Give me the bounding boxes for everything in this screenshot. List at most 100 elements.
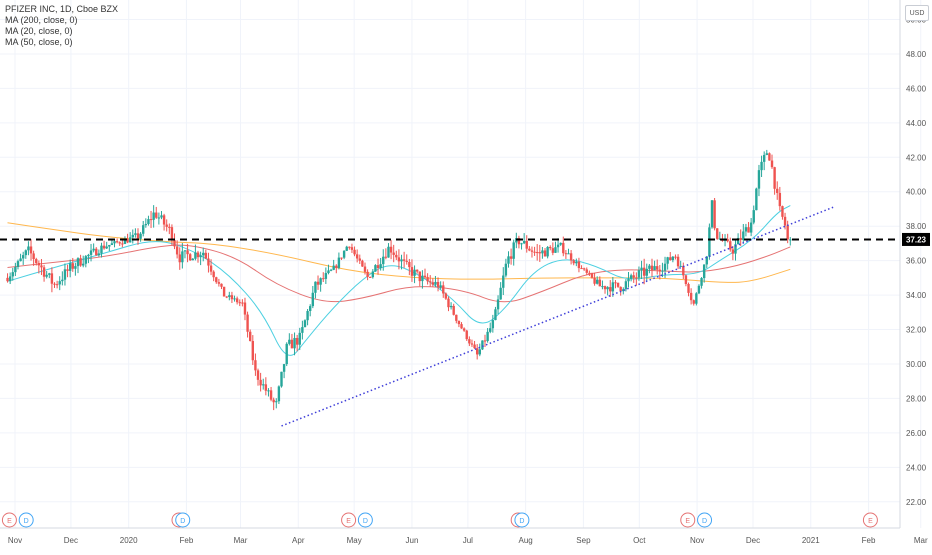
candle-body: [40, 265, 43, 268]
candle-body: [202, 252, 205, 256]
candle-body: [452, 305, 455, 315]
price-tick-label: 40.00: [906, 188, 927, 197]
candle-body: [619, 286, 622, 292]
candle-body: [376, 265, 380, 269]
time-tick-label: Dec: [746, 536, 760, 545]
candle-body: [102, 245, 106, 249]
candle-body: [457, 320, 461, 325]
candle-body: [551, 248, 555, 253]
candle-body: [783, 216, 787, 226]
candle-body: [533, 251, 536, 253]
candle-body: [100, 245, 103, 254]
candle-body: [499, 287, 502, 300]
candle-body: [337, 257, 341, 268]
currency-button[interactable]: USD: [905, 5, 929, 21]
candle-body: [79, 258, 82, 266]
candle-body: [48, 273, 51, 275]
candle-body: [259, 379, 262, 386]
candle-body: [149, 219, 153, 221]
dividend-marker[interactable]: [514, 512, 530, 528]
candle-body: [656, 266, 659, 270]
candle-body: [742, 231, 745, 241]
legend-ma50[interactable]: MA (50, close, 0): [5, 37, 73, 47]
candle-body: [426, 277, 429, 282]
earnings-marker[interactable]: [862, 512, 878, 528]
candle-body: [285, 343, 288, 365]
candle-body: [280, 371, 283, 387]
time-tick-label: Jul: [463, 536, 473, 545]
candle-body: [6, 277, 9, 282]
candle-body: [734, 244, 737, 254]
candle-body: [397, 257, 401, 262]
candle-body: [637, 270, 641, 278]
time-tick-label: Mar: [234, 536, 248, 545]
candle-body: [11, 272, 14, 277]
candle-body: [468, 339, 471, 344]
dividend-marker-label: D: [180, 518, 185, 525]
candle-body: [418, 271, 421, 282]
dividend-marker[interactable]: [18, 512, 34, 528]
candle-body: [731, 249, 735, 254]
candle-body: [622, 289, 625, 292]
candle-body: [329, 269, 333, 271]
candle-body: [392, 252, 395, 255]
candle-body: [303, 320, 307, 328]
candle-body: [744, 227, 748, 232]
earnings-marker-label: E: [868, 518, 873, 525]
candle-body: [554, 247, 557, 253]
candle-body: [379, 264, 382, 269]
candle-body: [147, 219, 150, 225]
time-tick-label: Oct: [633, 536, 646, 545]
candle-body: [624, 281, 628, 290]
earnings-marker-label: E: [7, 518, 12, 525]
candle-body: [509, 256, 513, 259]
price-tick-label: 34.00: [906, 291, 927, 300]
time-tick-label: May: [347, 536, 362, 545]
candle-body: [363, 266, 367, 272]
candle-body: [228, 295, 231, 298]
candle-body: [24, 250, 28, 256]
time-tick-label: Mar: [914, 536, 928, 545]
candle-body: [248, 331, 252, 341]
candle-body: [590, 273, 594, 278]
legend-ma200[interactable]: MA (200, close, 0): [5, 15, 78, 25]
candle-body: [251, 340, 254, 361]
candle-body: [543, 250, 547, 257]
earnings-marker[interactable]: [341, 512, 357, 528]
candle-body: [131, 234, 134, 238]
candle-body: [113, 241, 116, 244]
candle-body: [230, 295, 234, 300]
candle-body: [238, 302, 241, 304]
candle-body: [702, 264, 706, 279]
earnings-marker[interactable]: [1, 512, 17, 528]
dividend-marker[interactable]: [357, 512, 373, 528]
earnings-marker[interactable]: [680, 512, 696, 528]
candle-body: [87, 254, 90, 257]
time-tick-label: Sep: [576, 536, 591, 545]
candle-body: [58, 281, 61, 285]
candle-body: [564, 253, 568, 255]
candle-body: [606, 287, 609, 290]
candle-body: [483, 340, 487, 342]
candle-body: [118, 242, 121, 244]
price-tick-label: 44.00: [906, 119, 927, 128]
candle-body: [596, 279, 599, 284]
candle-body: [14, 266, 17, 273]
candle-body: [413, 269, 416, 276]
candle-body: [522, 240, 526, 244]
candle-body: [431, 282, 435, 285]
legend-ma20[interactable]: MA (20, close, 0): [5, 26, 73, 36]
candle-body: [541, 250, 544, 254]
candle-body: [121, 243, 124, 245]
candle-body: [710, 200, 714, 228]
candle-body: [50, 273, 54, 284]
candle-body: [491, 320, 495, 329]
dividend-marker[interactable]: [697, 512, 713, 528]
candle-body: [695, 293, 698, 304]
dividend-marker-label: D: [363, 518, 368, 525]
candle-body: [71, 263, 74, 269]
candle-body: [222, 286, 226, 297]
dividend-marker[interactable]: [175, 512, 191, 528]
